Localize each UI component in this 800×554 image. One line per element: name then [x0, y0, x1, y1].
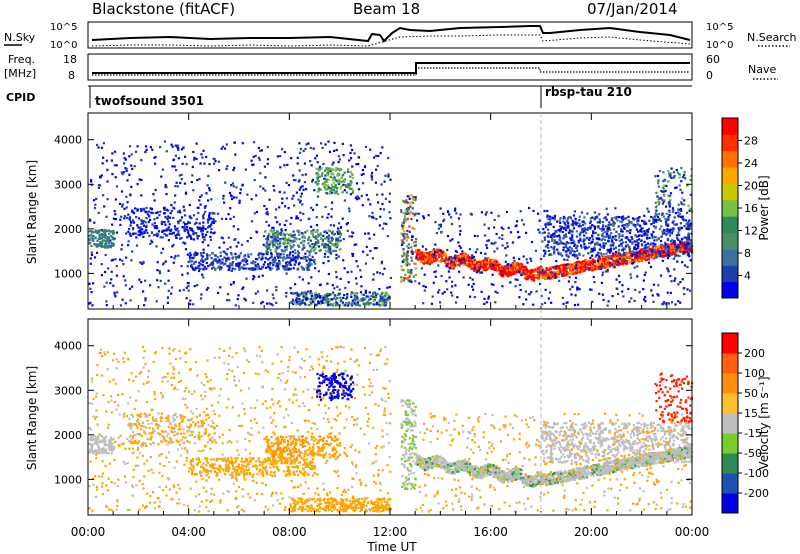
power-y-label: Slant Range [km] [25, 160, 39, 264]
colorbar-tick-label: -200 [744, 487, 769, 500]
colorbar-tick-label: 50 [744, 387, 758, 400]
colorbar-tick-label: 16 [744, 202, 758, 215]
noise-tick-right-high: 10^5 [706, 22, 733, 33]
colorbar-segment [722, 150, 738, 168]
velocity-colorbar-label: Velocity [m s⁻¹] [757, 376, 771, 469]
y-tick-label: 4000 [54, 340, 82, 353]
time-x-axis: 00:00 04:00 08:00 12:00 16:00 20:00 00:00 [71, 113, 710, 539]
x-tick-label: 12:00 [373, 525, 408, 539]
freq-label-top: Freq. [8, 53, 35, 66]
x-tick-label: 20:00 [574, 525, 609, 539]
date-title: 07/Jan/2014 [587, 0, 678, 18]
cpid-row: CPID twofsound 3501 rbsp-tau 210 [6, 85, 692, 108]
colorbar-tick-label: -100 [744, 467, 769, 480]
y-tick-label: 3000 [54, 178, 82, 191]
y-tick-label: 1000 [54, 267, 82, 280]
colorbar-segment [722, 393, 738, 414]
colorbar-tick-label: 100 [744, 367, 765, 380]
power-scatter [88, 140, 694, 307]
noise-tick-left-high: 10^5 [50, 22, 77, 33]
x-tick-label: 16:00 [473, 525, 508, 539]
colorbar-tick-label: 28 [744, 135, 758, 148]
cpid-segment-rbsp: rbsp-tau 210 [545, 85, 632, 99]
y-tick-label: 2000 [54, 429, 82, 442]
colorbar-tick-label: -15 [744, 427, 762, 440]
colorbar-segment [722, 265, 738, 283]
x-tick-label: 04:00 [171, 525, 206, 539]
nave-label: Nave [748, 63, 776, 76]
colorbar-tick-label: 20 [744, 180, 758, 193]
power-y-axis: 1000 2000 3000 4000 [54, 134, 692, 280]
x-tick-label: 00:00 [71, 525, 106, 539]
x-axis-label: Time UT [366, 540, 417, 554]
colorbar-segment [722, 493, 738, 514]
colorbar-segment [722, 118, 738, 135]
cpid-segment-twofsound: twofsound 3501 [95, 94, 204, 108]
colorbar-tick-label: 200 [744, 347, 765, 360]
colorbar-segment [722, 134, 738, 152]
velocity-colorbar: 200 100 50 15 -15 -50 -100 -200 Velocity [m s⁻¹… [721, 332, 771, 514]
colorbar-tick-label: -50 [744, 447, 762, 460]
velocity-scatter [88, 345, 694, 513]
colorbar-segment [722, 167, 738, 184]
freq-tick-low: 8 [68, 69, 75, 82]
y-tick-label: 3000 [54, 384, 82, 397]
colorbar-segment [722, 199, 738, 217]
velocity-y-axis: 1000 2000 3000 4000 [54, 340, 692, 486]
colorbar-segment [722, 473, 738, 494]
colorbar-segment [722, 353, 738, 374]
colorbar-segment [722, 183, 738, 201]
nave-tick-low: 0 [706, 69, 713, 82]
noise-tick-right-low: 10^0 [706, 40, 733, 51]
freq-label-bottom: [MHz] [4, 67, 36, 80]
colorbar-segment [722, 216, 738, 234]
colorbar-segment [722, 373, 738, 394]
colorbar-segment [722, 281, 738, 299]
colorbar-segment [722, 433, 738, 454]
nsearch-trace [91, 34, 691, 47]
power-panel: 1000 2000 3000 4000 Slant Range [km] 4 8 12 16… [25, 112, 771, 310]
colorbar-tick-label: 12 [744, 225, 758, 238]
colorbar-segment [722, 232, 738, 250]
nave-trace [92, 67, 690, 76]
colorbar-tick-label: 4 [744, 270, 751, 283]
noise-panel: N.Sky N.Search 10^5 10^0 10^5 10^0 [4, 21, 797, 51]
colorbar-segment [722, 453, 738, 474]
noise-tick-left-low: 10^0 [50, 40, 77, 51]
y-tick-label: 1000 [54, 473, 82, 486]
nsky-trace [91, 25, 691, 43]
beam-title: Beam 18 [353, 0, 420, 18]
colorbar-tick-label: 15 [744, 407, 758, 420]
colorbar-segment [722, 248, 738, 266]
colorbar-tick-label: 24 [744, 157, 758, 170]
freq-tick-high: 18 [63, 53, 77, 66]
cpid-label: CPID [6, 91, 35, 104]
station-title: Blackstone (fitACF) [92, 0, 235, 18]
x-tick-label: 08:00 [272, 525, 307, 539]
x-tick-label: 00:00 [675, 525, 710, 539]
y-tick-label: 2000 [54, 223, 82, 236]
freq-panel: Freq. [MHz] 18 8 60 0 Nave [4, 53, 778, 82]
colorbar-segment [722, 413, 738, 434]
nsky-label: N.Sky [4, 31, 36, 44]
velocity-panel: 1000 2000 3000 4000 Slant Range [km] 200 100… [25, 318, 771, 516]
nave-tick-high: 60 [706, 53, 720, 66]
velocity-y-label: Slant Range [km] [25, 366, 39, 470]
nsearch-label: N.Search [747, 31, 797, 44]
colorbar-segment [722, 333, 738, 354]
power-colorbar-label: Power [dB] [757, 175, 771, 240]
colorbar-tick-label: 8 [744, 247, 751, 260]
power-colorbar: 4 8 12 16 20 24 28 Power [dB] [721, 117, 771, 299]
y-tick-label: 4000 [54, 134, 82, 147]
